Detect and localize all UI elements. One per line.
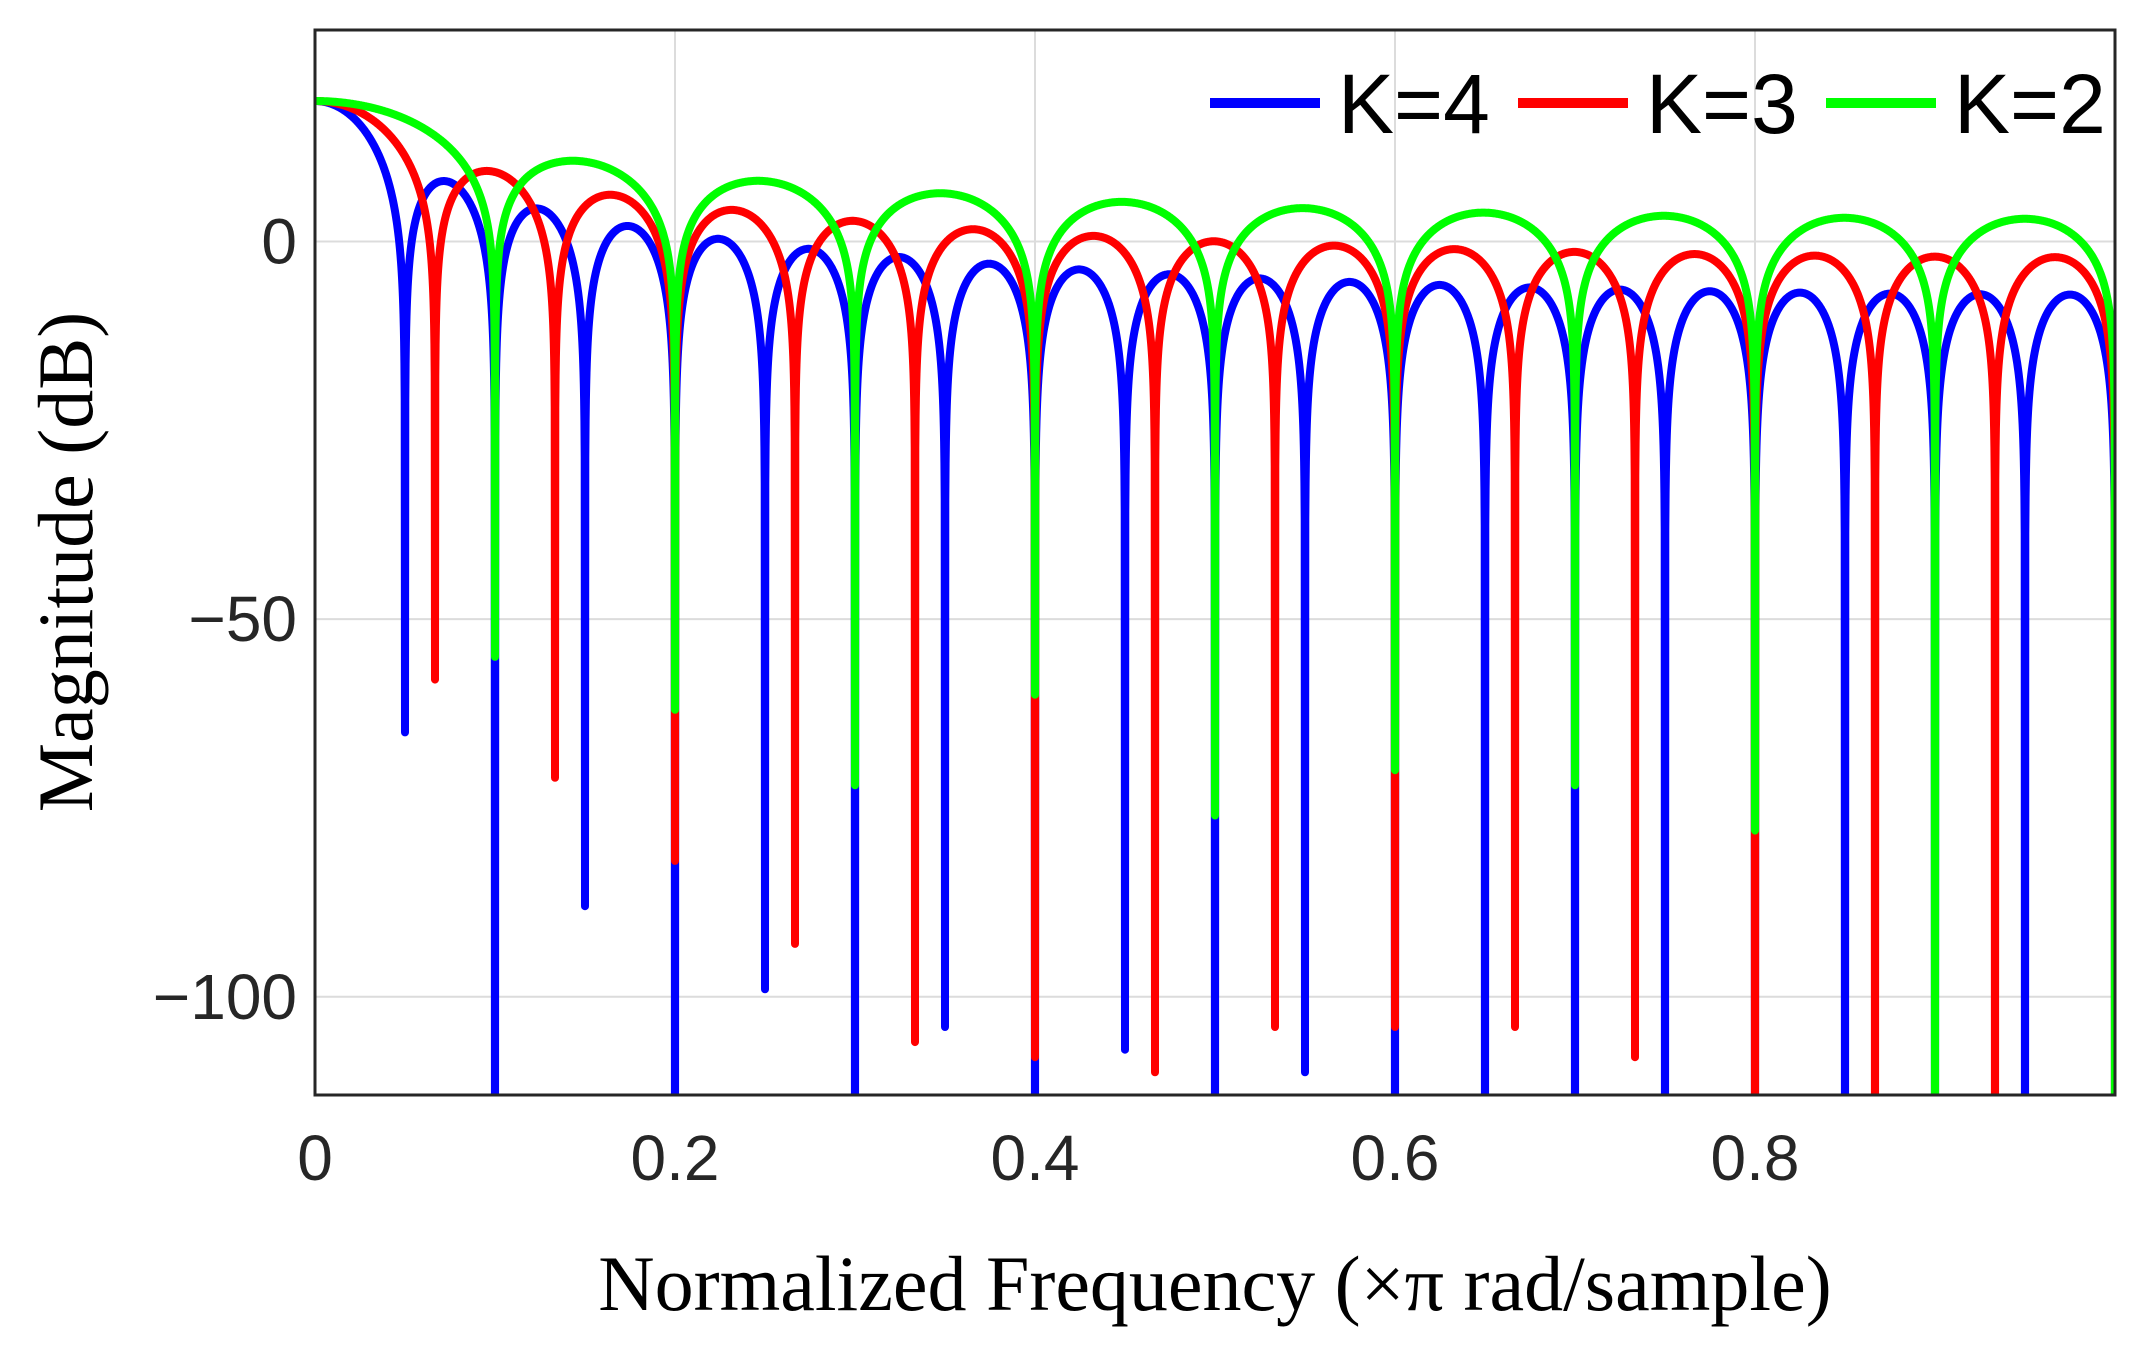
- x-tick-label: 0.6: [1351, 1122, 1440, 1194]
- y-tick-labels: 0 −50 −100: [153, 205, 297, 1032]
- legend: K=4 K=3 K=2: [1210, 57, 2106, 151]
- series-line-k4: [315, 97, 2115, 1095]
- x-tick-labels: 0 0.2 0.4 0.6 0.8: [297, 1122, 1799, 1194]
- series-group: [315, 97, 2115, 1095]
- x-tick-label: 0.4: [991, 1122, 1080, 1194]
- y-tick-label: 0: [261, 205, 297, 277]
- series-line-k3: [315, 97, 2115, 1095]
- legend-label-k3: K=3: [1646, 57, 1798, 151]
- x-tick-label: 0: [297, 1122, 333, 1194]
- legend-label-k4: K=4: [1338, 57, 1490, 151]
- y-tick-label: −100: [153, 961, 297, 1033]
- legend-label-k2: K=2: [1954, 57, 2106, 151]
- y-axis-label: Magnitude (dB): [22, 312, 109, 812]
- x-axis-label: Normalized Frequency (×π rad/sample): [598, 1240, 1831, 1327]
- y-tick-label: −50: [188, 583, 297, 655]
- series-line-k2: [315, 97, 2115, 1095]
- x-tick-label: 0.8: [1711, 1122, 1800, 1194]
- axes-box: [313, 28, 2117, 1097]
- x-tick-label: 0.2: [631, 1122, 720, 1194]
